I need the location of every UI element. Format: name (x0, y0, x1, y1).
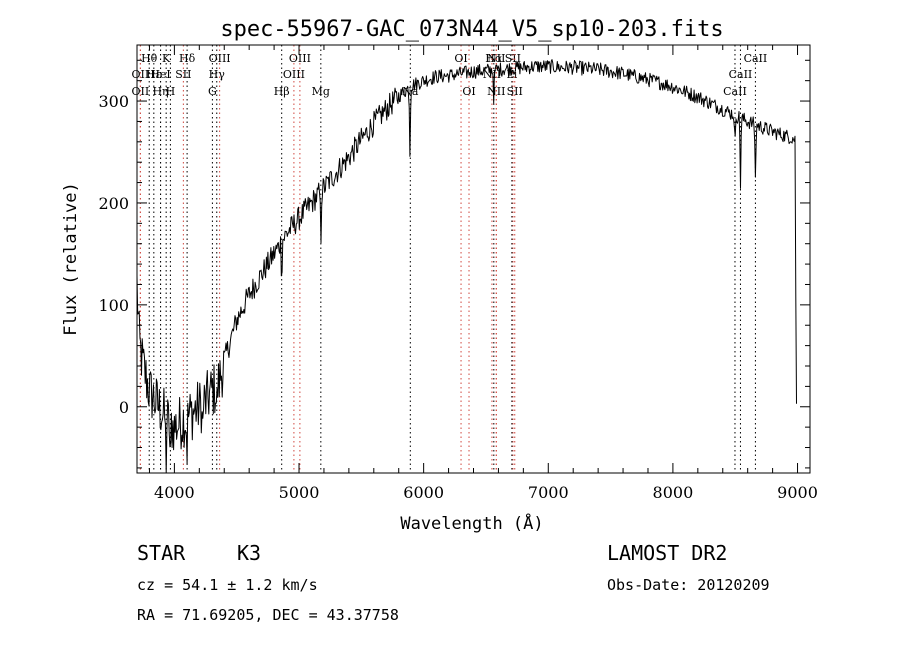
line-marker-label: SII (505, 52, 521, 65)
line-marker-label: Hα (485, 52, 503, 65)
line-marker-label: Hε (146, 68, 162, 81)
line-marker-label: Hγ (209, 68, 226, 81)
chart-title: spec-55967-GAC_073N44_V5_sp10-203.fits (220, 17, 723, 42)
line-marker-label: Hθ (141, 52, 158, 65)
line-marker-label: SII (175, 68, 191, 81)
x-tick-label: 9000 (777, 483, 818, 502)
y-tick-label: 100 (98, 296, 129, 315)
x-tick-label: 8000 (653, 483, 694, 502)
axis-ticks: 4000 5000 6000 7000 8000 9000 0 100 200 300 (98, 45, 818, 502)
spectrum-series-line (136, 59, 797, 474)
x-tick-label: 4000 (154, 483, 195, 502)
x-tick-label: 7000 (528, 483, 569, 502)
line-marker-label: Hδ (179, 52, 196, 65)
object-subclass: K3 (237, 541, 261, 565)
line-marker-label: OI (462, 85, 475, 98)
x-tick-label: 6000 (403, 483, 444, 502)
y-tick-label: 300 (98, 92, 129, 111)
line-marker-label: CaII (729, 68, 753, 81)
line-marker-label: G (208, 85, 217, 98)
line-marker-label: SII (507, 85, 523, 98)
line-marker-label: OII (132, 68, 150, 81)
observation-date: Obs-Date: 20120209 (607, 576, 770, 594)
line-marker-label: Mg (312, 85, 330, 98)
line-marker-label: OIII (289, 52, 311, 65)
y-tick-label: 200 (98, 194, 129, 213)
line-marker-label: Hβ (274, 85, 290, 98)
sky-coordinates: RA = 71.69205, DEC = 43.37758 (137, 606, 399, 624)
y-axis-label: Flux (relative) (61, 182, 81, 336)
line-marker-label: CaII (723, 85, 747, 98)
line-marker-label: Hη (152, 85, 168, 98)
line-marker-label: NII (487, 85, 505, 98)
line-marker-label: CaII (744, 52, 768, 65)
x-tick-label: 5000 (279, 483, 320, 502)
object-class: STAR (137, 541, 186, 565)
line-marker-label: HeI (150, 68, 170, 81)
line-marker-label: OII (132, 85, 150, 98)
line-marker-label: OIII (283, 68, 305, 81)
x-axis-label: Wavelength (Å) (400, 512, 543, 534)
line-marker-label: OIII (209, 52, 231, 65)
y-tick-label: 0 (119, 398, 129, 417)
line-marker-label: K (162, 52, 171, 65)
plot-frame (136, 44, 811, 474)
redshift-velocity: cz = 54.1 ± 1.2 km/s (137, 576, 318, 594)
line-marker-label: OI (454, 52, 467, 65)
survey-name: LAMOST DR2 (607, 541, 727, 565)
line-marker-label: H (166, 85, 176, 98)
